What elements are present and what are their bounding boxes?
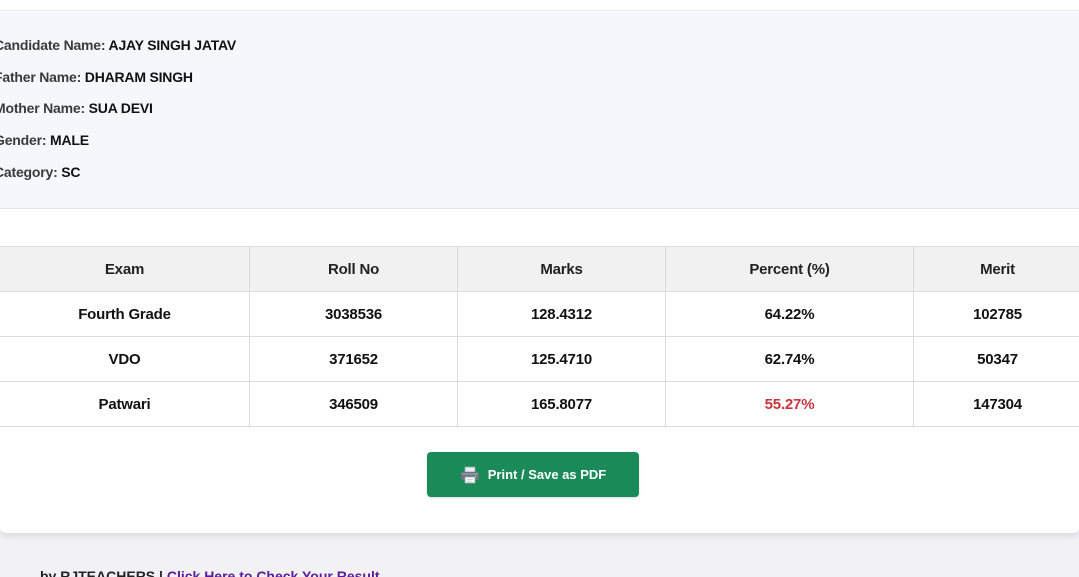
mother-name-value: SUA DEVI [88,100,153,116]
results-table: Exam Roll No Marks Percent (%) Merit Fou… [0,246,1079,427]
candidate-name-row: Candidate Name: AJAY SINGH JATAV [0,35,236,55]
father-name-row: Father Name: DHARAM SINGH [0,67,193,87]
mother-name-label: Mother Name: [0,100,85,116]
cell-merit: 50347 [913,336,1079,382]
header-percent: Percent (%) [665,246,914,292]
print-save-pdf-button[interactable]: Print / Save as PDF [427,452,639,497]
cell-roll-no: 3038536 [249,291,458,337]
cell-merit: 147304 [913,381,1079,427]
footer-result-link[interactable]: Click Here to Check Your Result [166,568,380,577]
gender-value: MALE [49,132,89,148]
cell-roll-no: 371652 [249,336,458,382]
divider [0,10,1079,11]
header-merit: Merit [913,246,1079,292]
candidate-name-value: AJAY SINGH JATAV [108,37,237,53]
cell-marks: 128.4312 [457,291,666,337]
father-name-value: DHARAM SINGH [84,69,193,85]
candidate-name-label: Candidate Name: [0,37,106,53]
footer-prefix: by [40,568,57,577]
footer-separator: | [159,568,163,577]
footer-text: by RJTEACHERS | Click Here to Check Your… [40,568,380,577]
category-row: Category: SC [0,162,81,182]
mother-name-row: Mother Name: SUA DEVI [0,98,153,118]
cell-roll-no: 346509 [249,381,458,427]
print-button-label: Print / Save as PDF [487,467,607,482]
candidate-info-box: Candidate Name: AJAY SINGH JATAV Father … [0,12,1079,209]
table-row: Patwari 346509 165.8077 55.27% 147304 [0,381,1079,427]
cell-exam: VDO [0,336,250,382]
table-header-row: Exam Roll No Marks Percent (%) Merit [0,246,1079,292]
cell-merit: 102785 [913,291,1079,337]
header-exam: Exam [0,246,250,292]
cell-exam: Fourth Grade [0,291,250,337]
category-label: Category: [0,164,58,180]
footer-brand: RJTEACHERS [60,568,156,577]
cell-percent: 55.27% [665,381,914,427]
cell-exam: Patwari [0,381,250,427]
cell-marks: 165.8077 [457,381,666,427]
father-name-label: Father Name: [0,69,82,85]
header-roll-no: Roll No [249,246,458,292]
printer-icon [460,466,480,484]
cell-percent: 64.22% [665,291,914,337]
cell-marks: 125.4710 [457,336,666,382]
cell-percent: 62.74% [665,336,914,382]
table-row: Fourth Grade 3038536 128.4312 64.22% 102… [0,291,1079,337]
gender-label: Gender: [0,132,47,148]
category-value: SC [61,164,81,180]
result-card: Candidate Name: AJAY SINGH JATAV Father … [0,0,1079,534]
gender-row: Gender: MALE [0,130,89,150]
table-row: VDO 371652 125.4710 62.74% 50347 [0,336,1079,382]
header-marks: Marks [457,246,666,292]
